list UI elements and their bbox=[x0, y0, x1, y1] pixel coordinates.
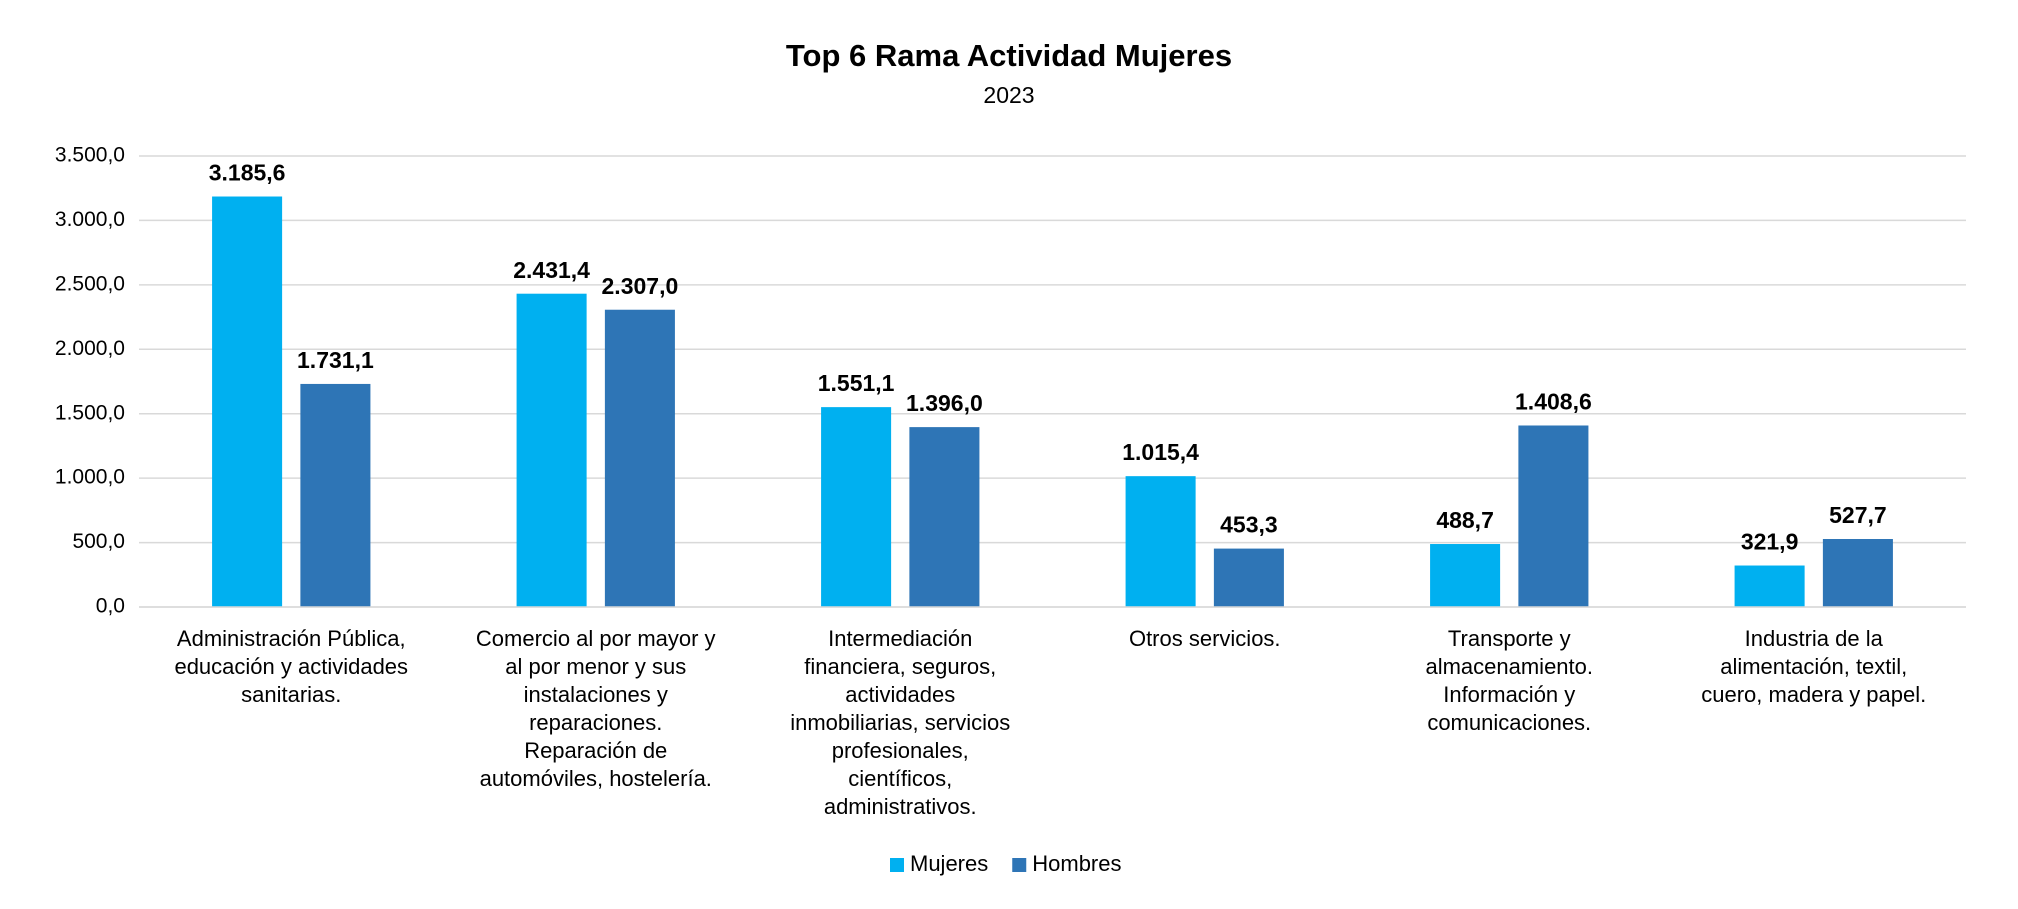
bar bbox=[821, 407, 892, 607]
data-label: 1.731,1 bbox=[297, 347, 374, 373]
data-label: 2.307,0 bbox=[602, 273, 679, 299]
label-line: educación y actividades bbox=[174, 654, 408, 679]
label-line: instalaciones y bbox=[524, 682, 668, 707]
bar bbox=[1822, 539, 1893, 607]
y-tick-label: 500,0 bbox=[72, 530, 125, 553]
data-label: 2.431,4 bbox=[513, 257, 590, 283]
y-tick-label: 1.000,0 bbox=[55, 466, 125, 489]
x-tick-label: Administración Pública, educación y activ… bbox=[174, 626, 408, 707]
label-line: automóviles, hostelería. bbox=[480, 766, 712, 791]
label-line: alimentación, textil, bbox=[1720, 654, 1907, 679]
data-label: 1.551,1 bbox=[818, 370, 895, 396]
legend-swatch bbox=[1012, 858, 1027, 872]
label-line: financiera, seguros, bbox=[804, 654, 996, 679]
label-line: actividades bbox=[845, 682, 955, 707]
x-tick-label: Comercio al por mayor y al por menor y su… bbox=[476, 626, 716, 791]
label-line: reparaciones. bbox=[529, 710, 662, 735]
chart-subtitle: 2023 bbox=[983, 82, 1034, 108]
bar bbox=[909, 427, 980, 607]
label-line: científicos, bbox=[848, 766, 952, 791]
x-tick-label: Transporte y almacenamiento. Información y… bbox=[1425, 626, 1593, 735]
data-label: 527,7 bbox=[1829, 502, 1887, 528]
bar bbox=[1213, 548, 1284, 607]
label-line: sanitarias. bbox=[241, 682, 341, 707]
label-line: administrativos. bbox=[824, 794, 977, 819]
label-line: profesionales, bbox=[832, 738, 969, 763]
legend-swatch bbox=[890, 858, 904, 872]
label-line: Transporte y bbox=[1448, 626, 1571, 651]
y-tick-label: 2.000,0 bbox=[55, 337, 125, 360]
legend-label: Mujeres bbox=[910, 851, 988, 876]
label-line: inmobiliarias, servicios bbox=[790, 710, 1010, 735]
x-tick-label: Industria de la alimentación, textil, cuer… bbox=[1701, 626, 1926, 707]
label-line: al por menor y sus bbox=[505, 654, 686, 679]
bar bbox=[300, 383, 371, 607]
data-label: 488,7 bbox=[1436, 507, 1494, 533]
label-line: comunicaciones. bbox=[1427, 710, 1591, 735]
label-line: Administración Pública, bbox=[177, 626, 406, 651]
data-label: 453,3 bbox=[1220, 512, 1278, 538]
label-line: Industria de la bbox=[1745, 626, 1884, 651]
label-line: Comercio al por mayor y bbox=[476, 626, 716, 651]
label-line: almacenamiento. bbox=[1425, 654, 1593, 679]
label-line: Otros servicios. bbox=[1129, 626, 1281, 651]
legend-label: Hombres bbox=[1032, 851, 1121, 876]
y-tick-label: 0,0 bbox=[96, 595, 125, 618]
bar bbox=[1518, 425, 1589, 607]
bar bbox=[1734, 565, 1805, 607]
bar bbox=[1125, 476, 1196, 607]
x-tick-label: Intermediación financiera, seguros, activi… bbox=[790, 626, 1010, 819]
y-tick-label: 2.500,0 bbox=[55, 272, 125, 295]
bar bbox=[212, 196, 283, 607]
y-tick-label: 3.000,0 bbox=[55, 208, 125, 231]
data-label: 3.185,6 bbox=[209, 160, 286, 186]
label-line: cuero, madera y papel. bbox=[1701, 682, 1926, 707]
data-label: 321,9 bbox=[1741, 529, 1799, 555]
label-line: Información y bbox=[1443, 682, 1575, 707]
y-tick-label: 3.500,0 bbox=[55, 144, 125, 167]
chart-title: Top 6 Rama Actividad Mujeres bbox=[786, 38, 1232, 73]
data-label: 1.408,6 bbox=[1515, 389, 1592, 415]
label-line: Reparación de bbox=[524, 738, 667, 763]
bar bbox=[604, 309, 675, 607]
bar bbox=[1430, 544, 1501, 607]
x-tick-label: Otros servicios. bbox=[1129, 626, 1281, 651]
data-label: 1.396,0 bbox=[906, 390, 983, 416]
data-label: 1.015,4 bbox=[1122, 439, 1199, 465]
bar bbox=[516, 293, 587, 607]
y-tick-label: 1.500,0 bbox=[55, 401, 125, 424]
label-line: Intermediación bbox=[828, 626, 972, 651]
